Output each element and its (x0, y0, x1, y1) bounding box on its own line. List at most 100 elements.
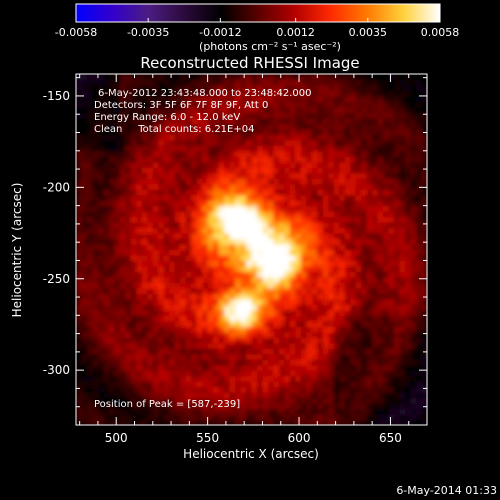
heatmap-cell (278, 276, 286, 284)
heatmap-cell (108, 227, 115, 234)
heatmap-cell (229, 211, 236, 218)
heatmap-cell (97, 392, 105, 399)
heatmap-cell (394, 244, 401, 251)
heatmap-cell (350, 172, 357, 179)
heatmap-cell (394, 359, 401, 366)
heatmap-cell (174, 172, 181, 179)
heatmap-cell (251, 249, 258, 256)
heatmap-cell (141, 167, 148, 174)
heatmap-cell (152, 392, 159, 399)
heatmap-cell (86, 375, 94, 382)
heatmap-cell (163, 145, 170, 152)
heatmap-cell (169, 298, 176, 305)
heatmap-cell (317, 222, 324, 229)
heatmap-cell (141, 161, 148, 168)
heatmap-cell (251, 222, 258, 229)
heatmap-cell (207, 403, 214, 410)
heatmap-cell (169, 216, 176, 223)
heatmap-cell (114, 348, 121, 355)
heatmap-cell (202, 84, 209, 92)
heatmap-cell (108, 249, 115, 256)
heatmap-cell (158, 260, 165, 267)
heatmap-cell (235, 84, 242, 92)
heatmap-cell (383, 95, 390, 103)
heatmap-cell (350, 200, 357, 207)
heatmap-cell (185, 370, 192, 377)
heatmap-cell (202, 79, 209, 86)
heatmap-cell (130, 117, 137, 124)
heatmap-cell (355, 375, 362, 382)
heatmap-cell (114, 167, 121, 174)
heatmap-cell (284, 364, 291, 371)
heatmap-cell (350, 167, 357, 174)
heatmap-cell (136, 342, 143, 349)
heatmap-cell (92, 249, 99, 256)
heatmap-cell (355, 90, 362, 97)
heatmap-cell (339, 342, 346, 349)
heatmap-cell (92, 200, 99, 207)
heatmap-cell (388, 381, 395, 388)
heatmap-cell (246, 408, 253, 415)
heatmap-cell (86, 359, 94, 366)
heatmap-cell (202, 304, 209, 311)
heatmap-cell (213, 359, 220, 366)
heatmap-cell (366, 194, 373, 201)
heatmap-cell (185, 227, 192, 234)
heatmap-cell (174, 189, 181, 196)
heatmap-cell (278, 386, 286, 393)
heatmap-cell (152, 167, 159, 174)
heatmap-cell (372, 238, 379, 245)
heatmap-cell (311, 397, 318, 404)
heatmap-cell (125, 178, 132, 185)
heatmap-cell (125, 337, 132, 344)
heatmap-cell (355, 359, 362, 366)
heatmap-cell (218, 370, 225, 377)
heatmap-cell (311, 101, 318, 108)
heatmap-cell (130, 233, 137, 240)
heatmap-cell (372, 364, 379, 371)
heatmap-cell (229, 260, 236, 267)
heatmap-cell (262, 189, 269, 196)
heatmap-cell (196, 265, 203, 273)
heatmap-cell (251, 79, 258, 86)
heatmap-cell (103, 117, 110, 124)
heatmap-cell (185, 419, 192, 425)
heatmap-cell (97, 123, 105, 130)
heatmap-cell (394, 79, 401, 86)
heatmap-cell (328, 194, 335, 201)
heatmap-cell (273, 95, 280, 103)
heatmap-cell (76, 375, 83, 382)
heatmap-cell (377, 337, 384, 344)
heatmap-cell (152, 271, 159, 278)
heatmap-cell (163, 84, 170, 92)
heatmap-cell (97, 183, 105, 190)
heatmap-cell (103, 249, 110, 256)
heatmap-cell (235, 167, 242, 174)
heatmap-cell (240, 304, 247, 311)
heatmap-cell (218, 375, 225, 382)
heatmap-cell (235, 408, 242, 415)
heatmap-cell (240, 90, 247, 97)
heatmap-cell (235, 233, 242, 240)
heatmap-cell (81, 287, 88, 294)
heatmap-cell (328, 200, 335, 207)
heatmap-cell (383, 397, 390, 404)
heatmap-cell (361, 320, 368, 327)
heatmap-cell (76, 397, 83, 404)
heatmap-cell (81, 254, 88, 262)
heatmap-cell (163, 386, 170, 393)
heatmap-cell (246, 359, 253, 366)
heatmap-cell (394, 326, 401, 333)
heatmap-cell (410, 79, 417, 86)
heatmap-cell (289, 222, 296, 229)
heatmap-cell (108, 276, 115, 284)
heatmap-cell (114, 128, 121, 135)
heatmap-cell (246, 386, 253, 393)
heatmap-cell (224, 381, 231, 388)
heatmap-cell (86, 342, 94, 349)
heatmap-cell (311, 134, 318, 141)
heatmap-cell (169, 403, 176, 410)
heatmap-cell (130, 254, 137, 262)
heatmap-cell (372, 74, 379, 81)
heatmap-cell (262, 167, 269, 174)
